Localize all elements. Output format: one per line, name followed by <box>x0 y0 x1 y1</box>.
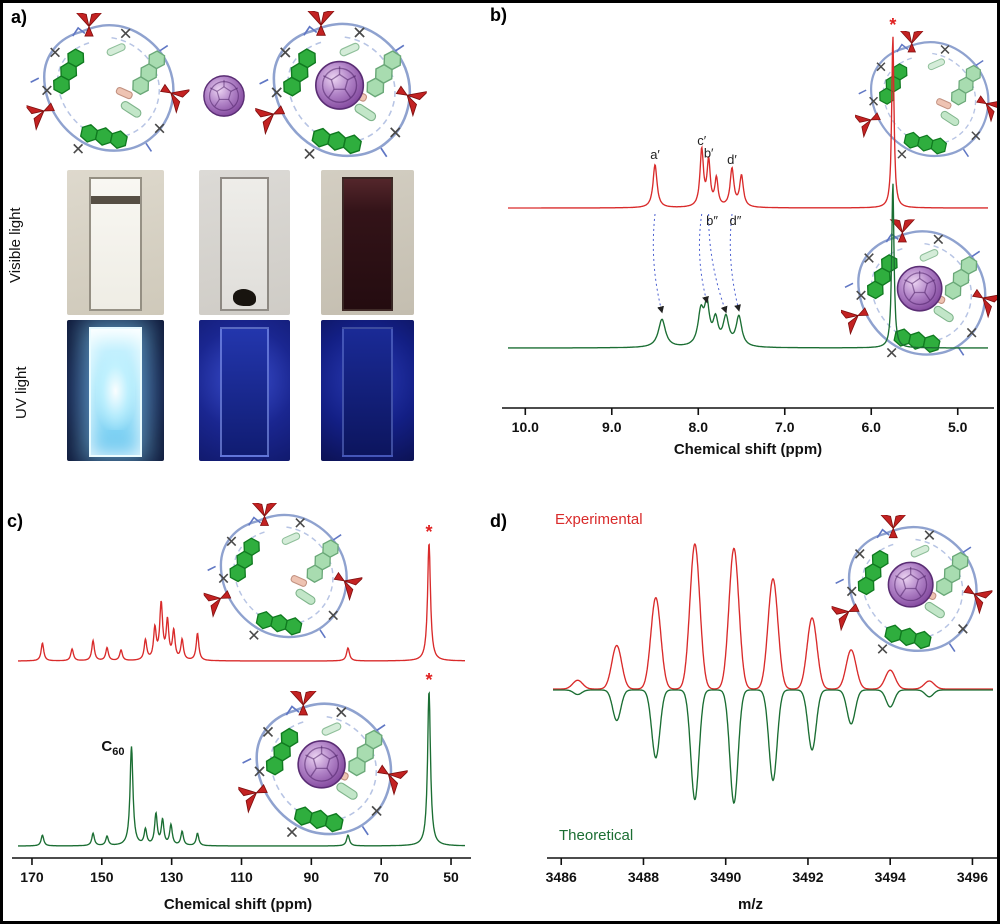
cnmr-spectra-chart: 170 150 130 110 90 70 50 * C60 * <box>12 522 471 885</box>
cuvette <box>219 177 270 311</box>
trace-host-macrocycle <box>508 36 988 209</box>
x-tick-label: 130 <box>160 869 184 885</box>
photo-visible-complex <box>321 170 414 315</box>
meniscus-line <box>91 196 140 204</box>
x-tick-label: 10.0 <box>512 419 539 435</box>
photo-uv-c60 <box>199 320 290 461</box>
x-tick-label: 50 <box>443 869 459 885</box>
x-tick-label: 8.0 <box>689 419 709 435</box>
peak-label: a′ <box>650 147 660 162</box>
x-tick-label: 3492 <box>792 869 823 885</box>
ms-xaxis-title: m/z <box>737 896 763 913</box>
solvent-asterisk: * <box>426 670 433 690</box>
solvent-asterisk: * <box>426 522 433 542</box>
trace-c60-host-guest-complex <box>508 183 988 349</box>
trace-c60-host-guest-complex <box>18 691 465 847</box>
fullerene-icon <box>201 73 247 119</box>
photo-visible-c60 <box>199 170 290 315</box>
x-tick-label: 110 <box>230 869 253 885</box>
peak-label: b′ <box>704 145 714 160</box>
x-tick-label: 90 <box>304 869 320 885</box>
trace-experimental <box>553 543 993 690</box>
cuvette <box>89 327 142 457</box>
x-tick-label: 3490 <box>710 869 741 885</box>
panel-d-label: d) <box>490 511 507 531</box>
x-tick-label: 170 <box>20 869 44 885</box>
theoretical-label: Theoretical <box>559 827 634 844</box>
peak-label: d′ <box>727 152 737 167</box>
host-guest-complex-structure <box>253 11 429 171</box>
x-tick-label: 3488 <box>628 869 659 885</box>
photo-uv-complex <box>321 320 414 461</box>
trace-theoretical <box>553 689 993 805</box>
x-tick-label: 6.0 <box>862 419 882 435</box>
uv-light-label: UV light <box>13 366 30 420</box>
macrocycle-structure <box>23 13 193 165</box>
panel-c-label: c) <box>7 511 24 531</box>
x-tick-label: 7.0 <box>775 419 795 435</box>
hnmr-xaxis-title: Chemical shift (ppm) <box>673 441 823 458</box>
cuvette <box>89 177 142 311</box>
hnmr-spectra-chart: 10.0 9.0 8.0 7.0 6.0 5.0 a′ c′b′ d′ * b″ d″ <box>502 15 994 435</box>
x-tick-label: 3496 <box>957 869 988 885</box>
c60-peak-label: C60 <box>101 738 124 758</box>
peak-label: c′ <box>697 133 707 148</box>
shift-arrow <box>652 213 664 314</box>
x-tick-label: 5.0 <box>948 419 968 435</box>
x-tick-label: 3486 <box>546 869 577 885</box>
ms-spectra-chart: 3486 3488 3490 3492 3494 3496 <box>546 543 997 885</box>
photo-visible-host <box>67 170 164 315</box>
cuvette <box>342 327 393 457</box>
x-tick-label: 9.0 <box>602 419 622 435</box>
trace-host-macrocycle <box>18 543 465 662</box>
arrow-label: d″ <box>730 213 742 228</box>
x-tick-label: 70 <box>373 869 389 885</box>
x-tick-label: 150 <box>90 869 114 885</box>
experimental-label: Experimental <box>555 511 643 528</box>
cnmr-xaxis-title: Chemical shift (ppm) <box>163 896 313 913</box>
arrow-label: b″ <box>706 213 718 228</box>
shift-arrow <box>729 213 741 312</box>
cuvette <box>342 177 393 311</box>
c60-powder <box>232 289 257 307</box>
cuvette <box>219 327 270 457</box>
visible-light-label: Visible light <box>7 207 24 284</box>
panel-a-label: a) <box>11 7 28 27</box>
uv-emission-glow <box>96 351 135 430</box>
solvent-asterisk: * <box>889 15 896 35</box>
x-tick-label: 3494 <box>875 869 906 885</box>
shift-arrow <box>708 213 728 314</box>
photo-uv-host <box>67 320 164 461</box>
panel-b-label: b) <box>490 5 507 25</box>
